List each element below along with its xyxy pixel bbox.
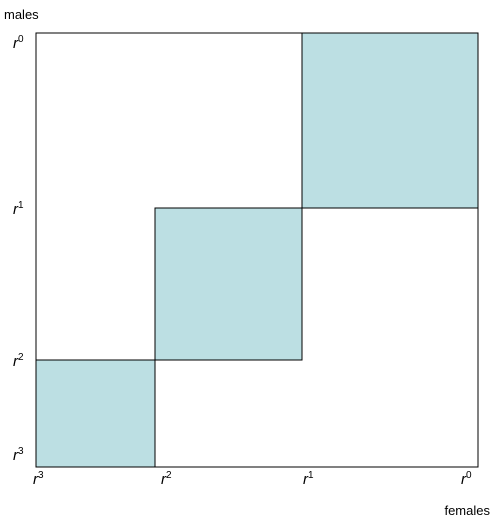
x-tick-label: r2 (161, 470, 172, 488)
tick-base: r (33, 471, 39, 488)
x-axis-label: females (444, 503, 490, 518)
tick-sup: 3 (18, 446, 24, 457)
tick-sup: 0 (466, 470, 472, 481)
tick-sup: 0 (18, 34, 24, 45)
tick-base: r (13, 447, 19, 464)
square-top (301, 32, 479, 209)
y-axis-label: males (4, 7, 39, 22)
tick-sup: 1 (308, 470, 314, 481)
tick-base: r (13, 201, 19, 218)
y-tick-label: r1 (13, 200, 24, 218)
tick-base: r (13, 353, 19, 370)
square-bottom (35, 359, 156, 468)
y-tick-label: r3 (13, 446, 24, 464)
tick-base: r (461, 471, 467, 488)
tick-sup: 2 (166, 470, 172, 481)
tick-sup: 1 (18, 200, 24, 211)
square-middle (154, 207, 303, 361)
y-tick-label: r2 (13, 352, 24, 370)
x-tick-label: r3 (33, 470, 44, 488)
tick-sup: 3 (38, 470, 44, 481)
x-tick-label: r0 (461, 470, 472, 488)
y-tick-label: r0 (13, 34, 24, 52)
tick-base: r (161, 471, 167, 488)
tick-base: r (303, 471, 309, 488)
x-tick-label: r1 (303, 470, 314, 488)
tick-base: r (13, 35, 19, 52)
tick-sup: 2 (18, 352, 24, 363)
